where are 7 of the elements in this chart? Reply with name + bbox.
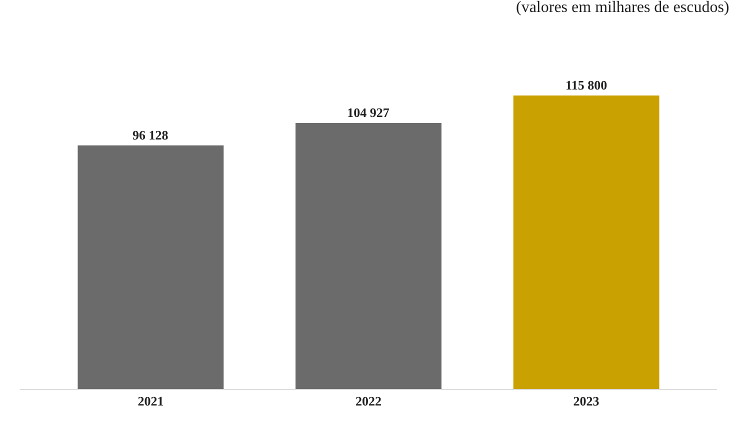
x-tick-label: 2023 [573, 394, 600, 409]
data-label: 115 800 [566, 77, 608, 92]
data-label: 96 128 [132, 127, 169, 142]
data-label: 104 927 [347, 105, 390, 120]
x-tick-label: 2022 [356, 394, 382, 409]
text: (valores em milhares de escudos) [516, 0, 730, 16]
x-tick-label: 2021 [138, 394, 164, 409]
